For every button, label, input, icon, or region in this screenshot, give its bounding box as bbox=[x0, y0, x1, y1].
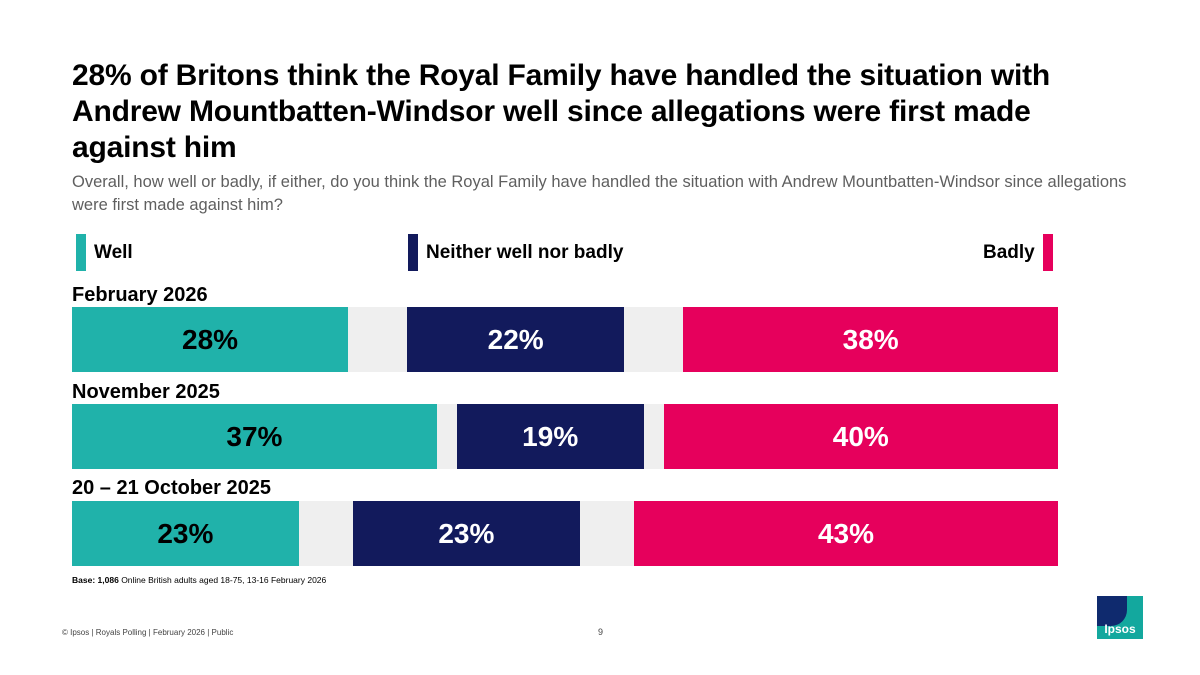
base-note: Base: 1,086 Online British adults aged 1… bbox=[72, 575, 326, 585]
legend-neither: Neither well nor badly bbox=[408, 234, 623, 271]
row-label-0: February 2026 bbox=[72, 284, 208, 306]
legend-well: Well bbox=[76, 234, 133, 271]
bar-label-neither-0: 22% bbox=[487, 323, 544, 355]
legend-neither-label: Neither well nor badly bbox=[426, 241, 624, 263]
bar-badly-0: 38% bbox=[683, 307, 1058, 372]
bar-track-2: 23% 23% 43% bbox=[72, 501, 1058, 566]
bar-neither-0: 22% bbox=[407, 307, 625, 372]
legend-well-label: Well bbox=[94, 241, 133, 263]
base-note-count: 1,086 bbox=[97, 575, 119, 585]
logo-shape bbox=[1097, 596, 1127, 626]
page-title: 28% of Britons think the Royal Family ha… bbox=[72, 59, 1051, 164]
copyright-footer: © Ipsos | Royals Polling | February 2026… bbox=[62, 628, 234, 637]
bar-well-0: 28% bbox=[72, 307, 349, 372]
bar-label-badly-0: 38% bbox=[842, 323, 899, 355]
bar-label-well-2: 23% bbox=[157, 517, 214, 549]
bar-label-badly-2: 43% bbox=[817, 517, 875, 549]
bar-label-badly-1: 40% bbox=[832, 420, 889, 452]
bar-badly-2: 43% bbox=[634, 501, 1058, 566]
legend-neither-swatch bbox=[408, 234, 418, 271]
bar-neither-2: 23% bbox=[353, 501, 580, 566]
ipsos-logo: Ipsos bbox=[1097, 596, 1143, 639]
legend-well-swatch bbox=[76, 234, 86, 271]
bar-neither-1: 19% bbox=[456, 404, 644, 469]
row-label-2: 20 – 21 October 2025 bbox=[72, 477, 272, 499]
base-note-bold: Base: bbox=[72, 575, 96, 585]
legend-badly-label: Badly bbox=[983, 241, 1035, 263]
legend-badly-swatch bbox=[1042, 234, 1053, 271]
bar-track-0: 28% 22% 38% bbox=[72, 307, 1058, 372]
bar-well-2: 23% bbox=[72, 501, 299, 566]
question-subtitle: Overall, how well or badly, if either, d… bbox=[72, 173, 1127, 214]
legend-badly: Badly bbox=[983, 234, 1053, 271]
base-note-text: Online British adults aged 18-75, 13-16 … bbox=[121, 575, 327, 585]
bar-label-well-1: 37% bbox=[226, 420, 283, 452]
bar-well-1: 37% bbox=[72, 404, 437, 469]
page-number: 9 bbox=[598, 627, 604, 637]
row-label-1: November 2025 bbox=[72, 381, 220, 403]
bar-badly-1: 40% bbox=[663, 404, 1058, 469]
bar-label-neither-1: 19% bbox=[522, 420, 579, 452]
logo-text: Ipsos bbox=[1104, 622, 1136, 636]
bar-track-1: 37% 19% 40% bbox=[72, 404, 1058, 469]
bar-label-well-0: 28% bbox=[182, 323, 239, 355]
bar-label-neither-2: 23% bbox=[438, 517, 495, 549]
